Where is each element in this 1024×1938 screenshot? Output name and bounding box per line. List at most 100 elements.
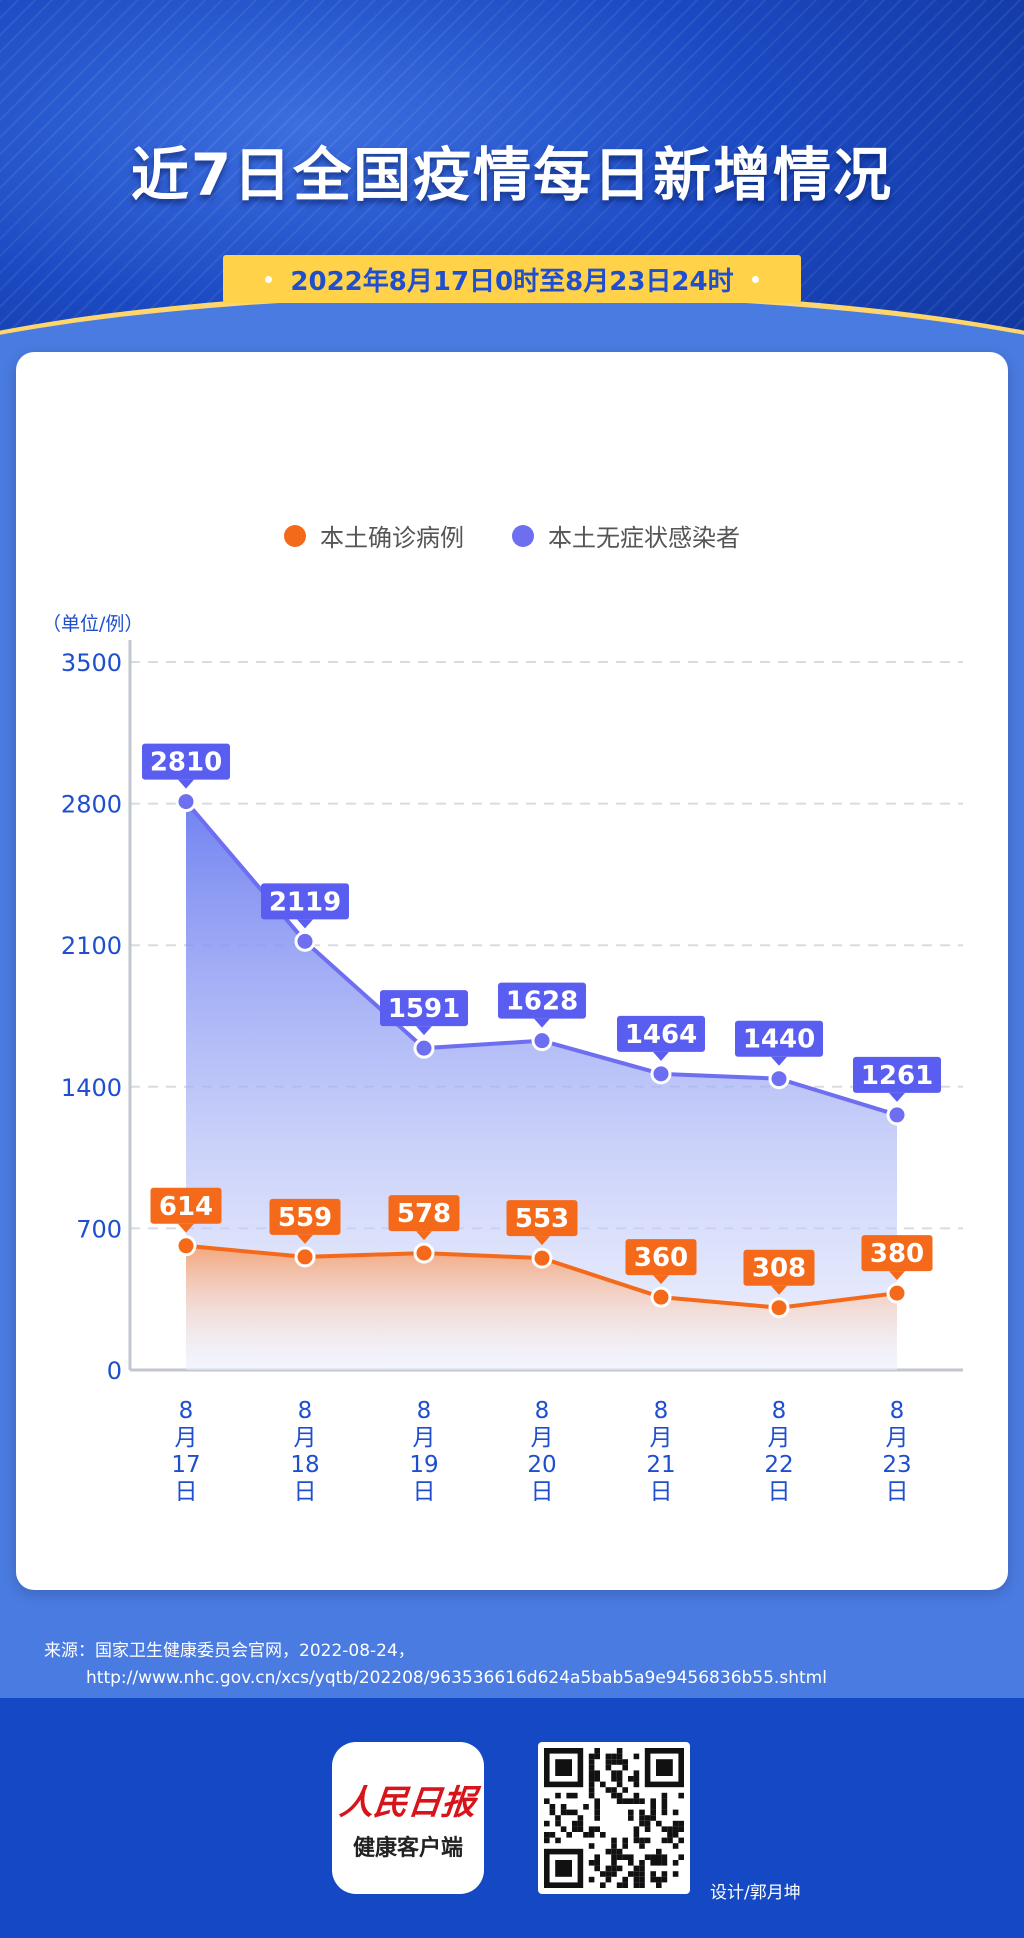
qr-module [667,1837,673,1844]
data-label-confirmed: 360 [634,1243,688,1273]
qr-module [600,1871,606,1877]
data-label-pointer [178,1223,194,1233]
qr-module [588,1792,595,1799]
qr-module [588,1776,595,1782]
x-tick-label: 23 [882,1452,911,1478]
qr-module [622,1876,628,1883]
data-label-pointer [297,919,313,929]
data-point-asymptomatic [531,1030,553,1052]
qr-module [611,1860,617,1866]
data-label-asymptomatic: 1261 [861,1061,933,1091]
qr-module [583,1832,589,1838]
data-point-confirmed [175,1235,197,1257]
qr-module [667,1832,673,1838]
qr-module [656,1854,662,1860]
qr-module [594,1770,600,1776]
data-label-asymptomatic: 1440 [743,1025,815,1055]
data-label-bg-asymptomatic [261,883,349,920]
qr-module [594,1815,600,1821]
data-point-asymptomatic [294,930,316,952]
qr-module [616,1770,623,1776]
qr-module [588,1759,595,1765]
qr-module [611,1848,617,1855]
qr-module [566,1809,572,1816]
qr-module [611,1770,617,1776]
qr-module [661,1871,668,1877]
x-tick-label: 18 [290,1452,319,1478]
qr-module [644,1837,651,1844]
qr-module [633,1776,640,1782]
data-label-confirmed: 578 [397,1199,451,1229]
x-tick-label: 月 [768,1425,791,1451]
qr-module [600,1832,606,1838]
qr-module [656,1820,662,1827]
qr-module [594,1809,600,1816]
qr-module [661,1804,668,1810]
data-label-pointer [534,1018,550,1028]
chart-legend: 本土确诊病例 本土无症状感染者 [0,518,1024,553]
qr-module [639,1798,645,1804]
data-label-pointer [889,1092,905,1102]
qr-module [611,1837,617,1844]
qr-module [588,1787,595,1793]
designer-credit: 设计/郭月坤 [710,1883,801,1903]
x-tick-label: 22 [764,1452,793,1478]
purple-dot-icon [512,524,534,547]
area-fill-confirmed [186,1245,897,1370]
data-label-bg-asymptomatic [617,1015,705,1052]
qr-module [656,1860,662,1866]
qr-module [639,1876,645,1883]
qr-module [572,1792,578,1799]
qr-module [661,1837,668,1844]
data-label-asymptomatic: 1628 [506,987,578,1017]
qr-module [594,1753,600,1760]
qr-module [628,1809,634,1816]
footer: 人民日报 健康客户端 设计/郭月坤 [0,1698,1024,1938]
qr-module [588,1753,595,1760]
qr-module [605,1876,612,1883]
qr-module [616,1776,623,1782]
data-label-bg-asymptomatic [380,990,468,1027]
qr-module [628,1860,634,1866]
y-axis-unit-label: （单位/例） [42,613,143,635]
qr-module [667,1826,673,1832]
qr-module [572,1826,578,1832]
logo-title: 人民日报 [337,1782,478,1823]
qr-finder-core [555,1860,572,1877]
x-tick-label: 8 [535,1398,550,1424]
x-tick-label: 日 [768,1479,791,1505]
qr-module [616,1792,623,1799]
qr-module [616,1848,623,1855]
qr-module [611,1843,617,1849]
qr-module [639,1837,645,1844]
qr-center-logo [600,1804,628,1832]
data-label-bg-confirmed [861,1235,933,1272]
qr-module [656,1848,662,1855]
legend-item-asymptomatic: 本土无症状感染者 [512,518,740,553]
qr-code-icon [544,1748,684,1888]
source-url[interactable]: http://www.nhc.gov.cn/xcs/yqtb/202208/96… [86,1668,827,1688]
qr-module [639,1865,645,1872]
qr-module [605,1753,612,1760]
qr-finder-core [555,1759,572,1776]
qr-module [594,1860,600,1866]
data-point-asymptomatic [768,1068,790,1090]
x-tick-label: 日 [886,1479,909,1505]
qr-module [650,1815,656,1821]
qr-module [544,1820,550,1827]
date-range-badge: 2022年8月17日0时至8月23日24时 [223,255,801,303]
y-tick-label: 700 [76,1215,122,1243]
data-point-confirmed [886,1282,908,1304]
data-point-asymptomatic [650,1063,672,1085]
qr-module [555,1837,561,1844]
area-fill-asymptomatic [186,801,897,1370]
qr-module [628,1815,634,1821]
data-label-pointer [178,779,194,789]
qr-module [616,1798,623,1804]
qr-module [622,1843,628,1849]
qr-module [672,1871,679,1877]
qr-module [605,1787,612,1793]
chart-card [16,352,1008,1590]
y-tick-label: 2100 [61,932,122,960]
